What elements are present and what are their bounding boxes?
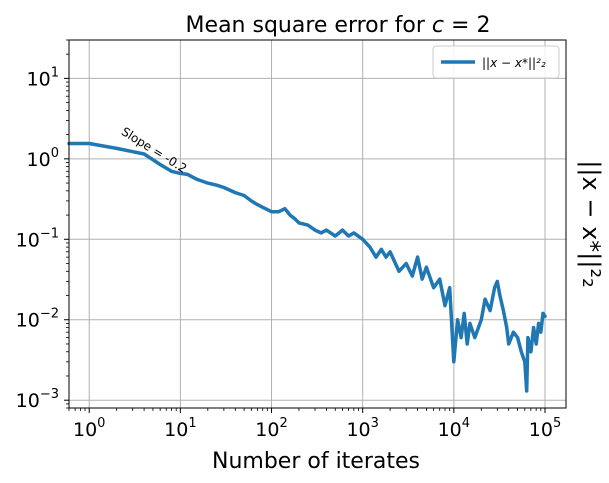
x-tick-exponent: 2	[279, 416, 287, 431]
chart-title: Mean square error for c = 2	[186, 13, 491, 38]
grid-lines	[69, 40, 566, 408]
x-axis-ticks: 100 101 102 103 104 105	[68, 408, 561, 441]
y-tick-base: 10	[16, 310, 40, 332]
y-tick-label: 100	[27, 146, 59, 171]
chart-title-suffix: = 2	[444, 13, 490, 38]
y-tick-exponent: −3	[40, 387, 59, 402]
x-tick-base: 10	[346, 419, 370, 441]
plot-area: Slope = -0.2	[67, 124, 547, 393]
y-tick-base: 10	[16, 229, 40, 251]
x-tick-label: 101	[164, 416, 196, 441]
legend-label: ||x − x*||²₂	[482, 56, 546, 70]
y-tick-exponent: 0	[51, 146, 59, 161]
y-tick-exponent: −1	[40, 226, 59, 241]
y-tick-base: 10	[27, 68, 51, 90]
x-tick-label: 100	[73, 416, 105, 441]
x-tick-base: 10	[529, 419, 553, 441]
y-tick-label: 10−2	[16, 307, 59, 332]
y-axis-label: ||x − x*||²₂	[577, 160, 605, 287]
x-tick-base: 10	[255, 419, 279, 441]
y-tick-base: 10	[16, 390, 40, 412]
y-tick-exponent: 1	[51, 65, 59, 80]
x-tick-exponent: 5	[553, 416, 561, 431]
y-tick-base: 10	[27, 149, 51, 171]
y-tick-label: 10−3	[16, 387, 59, 412]
series-line-0	[67, 141, 547, 393]
chart-title-var: c	[432, 13, 444, 38]
x-tick-base: 10	[73, 419, 97, 441]
y-tick-label: 101	[27, 65, 59, 90]
x-tick-label: 103	[346, 416, 378, 441]
y-tick-label: 10−1	[16, 226, 59, 251]
axes-frame	[68, 39, 567, 409]
legend-box	[432, 45, 560, 79]
legend: ||x − x*||²₂	[432, 45, 560, 79]
x-tick-label: 105	[529, 416, 561, 441]
x-tick-exponent: 0	[97, 416, 105, 431]
x-axis-label: Number of iterates	[212, 449, 420, 474]
chart-title-prefix: Mean square error for	[186, 13, 432, 38]
x-tick-base: 10	[164, 419, 188, 441]
x-tick-exponent: 3	[371, 416, 379, 431]
x-tick-label: 102	[255, 416, 287, 441]
x-tick-exponent: 1	[188, 416, 196, 431]
x-tick-label: 104	[438, 416, 470, 441]
x-tick-exponent: 4	[462, 416, 470, 431]
y-tick-exponent: −2	[40, 307, 59, 322]
x-tick-base: 10	[438, 419, 462, 441]
